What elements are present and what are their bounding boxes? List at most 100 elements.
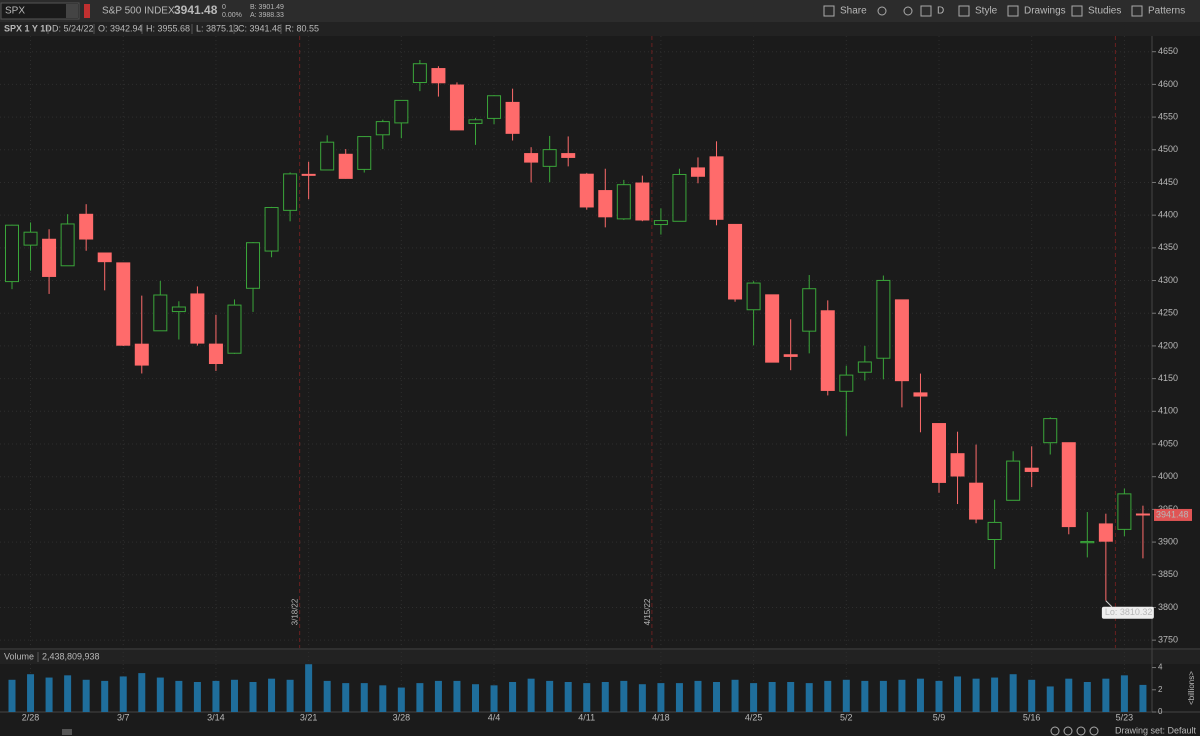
volume-axis-label: <billions>	[1187, 671, 1196, 705]
info-item: D: 5/24/22	[52, 23, 94, 33]
candle-body	[1117, 493, 1132, 530]
reset-button[interactable]	[1089, 726, 1099, 736]
info-title: SPX 1 Y 1D	[4, 23, 52, 33]
candle-body	[1024, 467, 1039, 472]
candle-body	[264, 207, 279, 252]
zoom-out-button[interactable]	[1076, 726, 1086, 736]
x-tick-label: 4/18	[652, 712, 670, 722]
volume-bar	[156, 677, 164, 712]
candle-body	[746, 282, 761, 311]
candle-body	[505, 101, 520, 134]
candle-body	[1135, 513, 1150, 516]
volume-bar	[1046, 686, 1054, 712]
y-tick-label: 3850	[1158, 569, 1178, 579]
description: S&P 500 INDEX	[102, 6, 175, 17]
candle-body	[320, 141, 335, 171]
zoom-center-button[interactable]	[1050, 726, 1060, 736]
y-tick-label: 4150	[1158, 373, 1178, 383]
symbol-input[interactable]	[0, 2, 80, 20]
candle-body	[616, 184, 631, 220]
candle-body	[857, 361, 872, 373]
volume-bar	[1102, 678, 1110, 712]
volume-bar	[434, 680, 442, 712]
candle-body	[932, 423, 946, 483]
y-tick-label: 4000	[1158, 471, 1178, 481]
bid: B: 3901.49	[250, 4, 284, 11]
y-tick-label: 4450	[1158, 177, 1178, 187]
y-tick-label: 4350	[1158, 242, 1178, 252]
volume-bar	[991, 677, 999, 712]
volume-bar	[713, 682, 721, 712]
drawing-set[interactable]: Drawing set: Default	[1115, 725, 1197, 735]
toolbar-button[interactable]: Style	[975, 6, 998, 17]
volume-bar	[787, 682, 795, 712]
toolbar-button-icon[interactable]	[958, 5, 970, 17]
volume-bar	[1083, 682, 1091, 712]
y-tick-label: 3950	[1158, 504, 1178, 514]
candle-body	[709, 156, 724, 220]
x-tick-label: 5/9	[933, 712, 946, 722]
toolbar-button-icon[interactable]	[920, 5, 932, 17]
toolbar	[0, 0, 1200, 22]
volume-bar	[397, 687, 405, 712]
x-tick-label: 3/21	[300, 712, 318, 722]
flask-icon[interactable]	[877, 6, 887, 16]
toolbar-button-icon[interactable]	[1007, 5, 1019, 17]
candle-body	[227, 304, 242, 354]
volume-readout: 2,438,809,938	[42, 651, 100, 661]
link-icon[interactable]	[84, 4, 90, 18]
zoom-in-button[interactable]	[1063, 726, 1073, 736]
y-tick-label: 4600	[1158, 79, 1178, 89]
volume-bar	[824, 680, 832, 712]
symbol[interactable]: SPX	[5, 6, 25, 17]
y-tick-label: 3750	[1158, 635, 1178, 645]
candle-body	[60, 223, 75, 267]
toolbar-button-icon[interactable]	[1071, 5, 1083, 17]
candle-body	[246, 242, 261, 289]
candle-body	[301, 173, 316, 176]
footer-icon	[62, 729, 72, 735]
volume-bar	[768, 682, 776, 712]
candle-body	[802, 288, 817, 332]
candle-body	[524, 153, 539, 163]
last-price-box	[1154, 508, 1192, 521]
volume-bar	[879, 680, 887, 712]
volume-bar	[1009, 674, 1017, 712]
volume-bar	[1139, 684, 1147, 712]
candle-body	[598, 190, 613, 218]
candle-body	[134, 343, 149, 366]
volume-bar	[898, 679, 906, 712]
symbol-dropdown[interactable]	[66, 4, 78, 18]
candle-body	[913, 392, 928, 397]
volume-bar	[657, 683, 665, 712]
gear-icon[interactable]	[903, 6, 913, 16]
volume-bar	[1028, 679, 1036, 712]
toolbar-button[interactable]: D	[937, 6, 944, 17]
toolbar-button[interactable]: Patterns	[1148, 6, 1185, 17]
volume-bar	[453, 680, 461, 712]
volume-bar	[119, 676, 127, 712]
candle-body	[765, 294, 780, 363]
toolbar-button[interactable]: Studies	[1088, 6, 1121, 17]
candle-body	[171, 306, 186, 313]
candle-body	[579, 173, 594, 208]
volume-bar	[268, 678, 276, 712]
toolbar-button[interactable]: Share	[840, 6, 867, 17]
candle-body	[487, 95, 502, 119]
volume-bar	[601, 682, 609, 712]
x-tick-label: 4/11	[578, 712, 595, 722]
toolbar-button-icon[interactable]	[1131, 5, 1143, 17]
volume-bar	[64, 675, 72, 712]
candle-body	[23, 231, 38, 246]
volume-bar	[360, 683, 368, 712]
toolbar-button-icon[interactable]	[823, 5, 835, 17]
volume-bar	[416, 683, 424, 712]
toolbar-button[interactable]: Drawings	[1024, 6, 1066, 17]
last-price-label: 3941.48	[1156, 509, 1189, 519]
candle-body	[357, 136, 372, 170]
candle-body	[1098, 523, 1113, 542]
info-item: R: 80.55	[285, 23, 319, 33]
volume-bar	[82, 679, 90, 712]
